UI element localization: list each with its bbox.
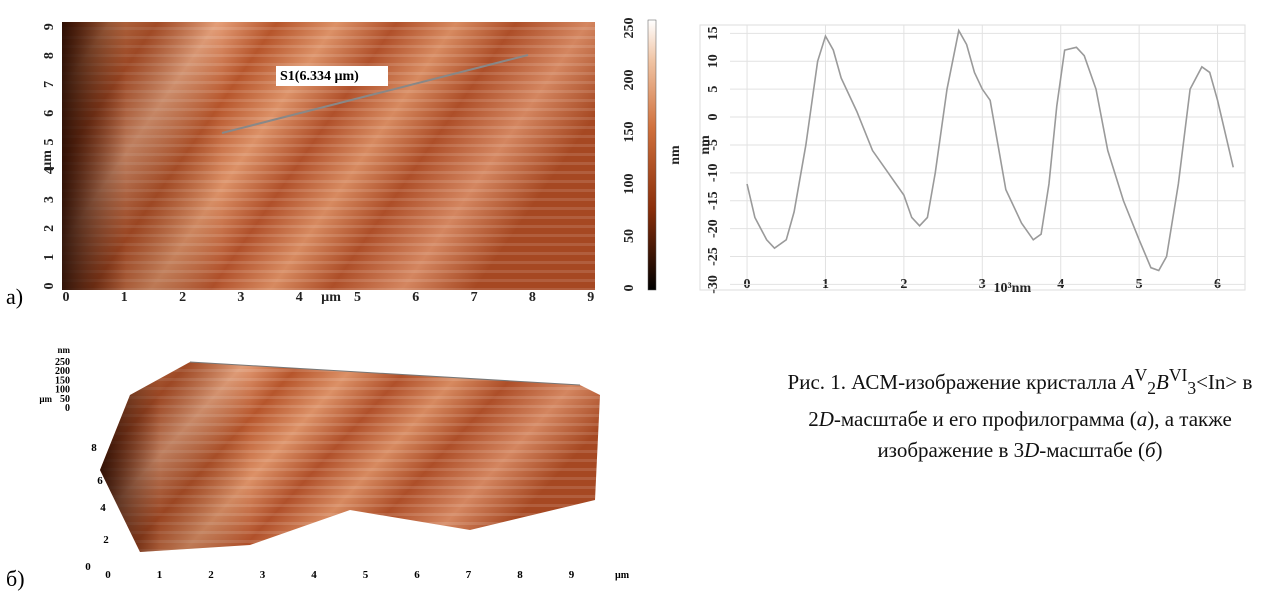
caption-part: 3 bbox=[1187, 378, 1197, 399]
panel-label: а) bbox=[6, 284, 24, 309]
caption-part: а bbox=[1136, 407, 1148, 432]
plot-frame bbox=[699, 24, 1246, 291]
y-tick-label: 8 bbox=[42, 52, 57, 59]
y-tick-label: 10 bbox=[706, 54, 721, 68]
y-tick-label: 8 bbox=[91, 442, 97, 454]
x-tick-label: 3 bbox=[260, 569, 266, 581]
caption-part: D bbox=[1024, 438, 1040, 463]
x-tick-label: 9 bbox=[569, 569, 575, 581]
x-tick-label: 5 bbox=[363, 569, 369, 581]
z-tick-label: 0 bbox=[65, 403, 70, 414]
y-tick-label: 15 bbox=[706, 26, 721, 40]
caption-part: ) bbox=[1155, 438, 1163, 463]
caption-part: 2 bbox=[1147, 378, 1157, 399]
y-tick-label: 2 bbox=[103, 534, 109, 546]
x-tick-label: 0 bbox=[63, 290, 70, 305]
y-axis-label: µm bbox=[40, 150, 55, 170]
z-axis-label: nm bbox=[57, 345, 70, 355]
y-tick-label: 9 bbox=[42, 23, 57, 30]
z-tick-label: 100 bbox=[55, 385, 70, 396]
x-tick-label: 7 bbox=[471, 290, 478, 305]
x-tick-label: 8 bbox=[529, 290, 536, 305]
afm-3d-image bbox=[100, 361, 600, 552]
z-tick-label: 250 bbox=[55, 357, 70, 368]
y-tick-label: 3 bbox=[42, 196, 57, 203]
y-tick-label: 6 bbox=[42, 110, 57, 117]
caption-part: <In> в 2 bbox=[808, 370, 1253, 432]
x-tick-label: 0 bbox=[105, 569, 111, 581]
x-axis-label: 10³nm bbox=[993, 281, 1031, 296]
y-tick-label: 5 bbox=[42, 139, 57, 146]
figure-caption: Рис. 1. АСМ-изображение кристалла AV2BVI… bbox=[770, 360, 1270, 466]
annotation: S1(6.334 µm) bbox=[280, 69, 359, 84]
y-tick-label: -30 bbox=[706, 275, 721, 294]
caption-part: VI bbox=[1168, 365, 1188, 385]
y-tick-label: -5 bbox=[706, 139, 721, 151]
y-tick-label: 4 bbox=[100, 502, 106, 514]
profile-line bbox=[746, 28, 1235, 272]
z-tick-label: 200 bbox=[55, 366, 70, 377]
y-tick-label: -15 bbox=[706, 191, 721, 210]
x-tick-label: 6 bbox=[414, 569, 420, 581]
x-tick-label: 5 bbox=[354, 290, 361, 305]
y-axis-label: nm bbox=[698, 135, 713, 155]
x-tick-label: 7 bbox=[466, 569, 472, 581]
y-tick-label: 5 bbox=[706, 86, 721, 93]
caption-part: б bbox=[1144, 438, 1156, 463]
caption-part: Рис. 1. АСМ-изображение кристалла bbox=[787, 370, 1122, 394]
z-tick-label: 50 bbox=[60, 394, 70, 405]
colorbar-tick-label: 0 bbox=[622, 285, 637, 292]
x-tick-label: 8 bbox=[517, 569, 523, 581]
x-tick-label: 2 bbox=[179, 290, 186, 305]
colorbar-tick-label: 100 bbox=[622, 174, 637, 195]
x-tick-label: 3 bbox=[237, 290, 244, 305]
caption-part: D bbox=[818, 407, 834, 432]
x-axis-label: µm bbox=[321, 290, 341, 305]
y-tick-label: 0 bbox=[706, 114, 721, 121]
caption-part: -масштабе и его профилограмма ( bbox=[833, 407, 1137, 432]
colorbar-tick-label: 150 bbox=[622, 122, 637, 143]
colorbar-tick-label: 200 bbox=[622, 70, 637, 91]
x-tick-label: 4 bbox=[296, 290, 303, 305]
caption-part: ), а также изображение в 3 bbox=[877, 407, 1232, 463]
x-tick-label: 9 bbox=[587, 290, 594, 305]
caption-part: -масштабе ( bbox=[1039, 438, 1145, 463]
x-tick-label: 1 bbox=[157, 569, 163, 581]
colorbar-label: nm bbox=[668, 145, 683, 165]
x-axis-label: µm bbox=[615, 570, 630, 581]
x-tick-label: 6 bbox=[412, 290, 419, 305]
y-tick-label: 7 bbox=[42, 81, 57, 88]
y-tick-label: 0 bbox=[42, 283, 57, 290]
colorbar-tick-label: 250 bbox=[622, 18, 637, 39]
afm-2d-image bbox=[62, 19, 657, 291]
y-tick-label: 0 bbox=[85, 561, 91, 573]
x-tick-label: 1 bbox=[121, 290, 128, 305]
x-tick-label: 2 bbox=[208, 569, 214, 581]
caption-part: V bbox=[1134, 365, 1148, 385]
y-tick-label: -10 bbox=[706, 164, 721, 183]
x-tick-label: 4 bbox=[311, 569, 317, 581]
y-tick-label: -20 bbox=[706, 219, 721, 238]
y-tick-label: 1 bbox=[42, 254, 57, 261]
y-tick-label: 4 bbox=[42, 167, 57, 174]
caption-part: B bbox=[1156, 370, 1169, 394]
y-tick-label: 6 bbox=[97, 475, 103, 487]
y-tick-label: 2 bbox=[42, 225, 57, 232]
caption-part: A bbox=[1121, 370, 1135, 394]
colorbar-tick-label: 50 bbox=[622, 229, 637, 243]
panel-label: б) bbox=[6, 566, 25, 591]
z-tick-label: 150 bbox=[55, 375, 70, 386]
y-axis-label: µm bbox=[39, 394, 52, 404]
y-tick-label: -25 bbox=[706, 247, 721, 266]
